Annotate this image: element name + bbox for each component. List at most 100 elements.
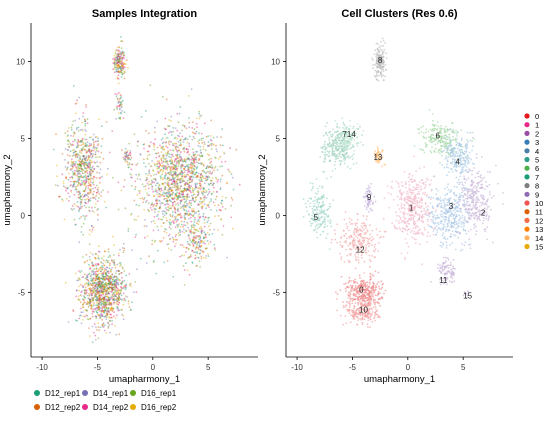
data-point [119,57,122,60]
data-point [119,104,122,106]
data-point [148,172,151,175]
data-point [88,206,91,209]
data-point [108,293,111,295]
data-point [130,213,133,215]
data-point [95,148,98,150]
data-point [150,165,153,168]
data-point [349,300,351,303]
data-point [110,313,113,316]
data-point [400,207,403,209]
data-point [179,153,181,156]
data-point [74,174,76,176]
data-point [91,264,94,267]
data-point [108,276,110,279]
data-point [420,206,423,208]
data-point [83,195,86,198]
data-point [186,141,189,144]
data-point [84,193,87,196]
data-point [90,188,93,191]
data-point [208,201,211,204]
data-point [417,205,419,208]
data-point [98,283,101,285]
data-point [90,284,93,286]
data-point [74,172,76,174]
data-point [413,205,416,208]
data-point [188,157,190,160]
data-point [202,145,205,148]
data-point [374,289,377,291]
data-point [342,304,345,307]
data-point [126,296,128,298]
data-point [122,251,125,254]
data-point [212,182,215,185]
data-point [99,266,102,269]
data-point [138,192,141,195]
data-point [220,136,223,139]
data-point [79,164,82,167]
data-point [87,178,90,181]
data-point [103,264,106,267]
data-point [401,219,404,222]
data-point [193,200,196,203]
data-point [118,289,121,292]
data-point [106,278,109,280]
data-point [356,218,359,221]
data-point [102,157,105,160]
data-point [212,201,215,204]
data-point [203,171,206,173]
data-point [160,187,163,190]
data-point [120,57,123,59]
data-point [80,174,82,177]
data-point [127,154,130,157]
data-point [170,120,172,122]
data-point [348,221,351,223]
data-point [85,168,87,170]
data-point [430,179,432,182]
data-point [158,184,161,186]
data-point [423,187,426,190]
data-point [100,281,103,284]
data-point [217,215,220,217]
data-point [106,271,109,273]
data-point [191,194,193,197]
data-point [116,293,118,295]
data-point [97,197,100,199]
data-point [67,161,70,164]
data-point [177,157,179,159]
data-point [229,171,232,174]
data-point [108,286,111,289]
data-point [175,145,178,148]
data-point [110,268,112,271]
data-point [96,278,98,280]
data-point [413,237,416,240]
data-point [77,193,80,196]
data-point [100,287,102,290]
data-point [172,198,175,200]
data-point [407,195,410,198]
data-point [103,315,105,318]
data-point [175,158,177,161]
data-point [88,233,91,236]
data-point [411,229,413,232]
data-point [169,215,172,218]
data-point [406,252,409,254]
data-point [73,173,76,175]
data-point [166,219,168,222]
data-point [97,322,100,325]
data-point [373,298,375,301]
data-point [184,169,187,172]
data-point [330,238,333,241]
data-point [147,174,150,177]
data-point [78,96,80,99]
data-point [85,138,88,141]
data-point [113,259,115,262]
data-point [390,193,392,196]
data-point [202,163,205,166]
data-point [413,179,416,182]
data-point [348,309,351,311]
data-point [158,207,161,210]
data-point [97,208,100,210]
data-point [214,215,217,218]
data-point [117,295,120,297]
data-point [83,194,86,197]
